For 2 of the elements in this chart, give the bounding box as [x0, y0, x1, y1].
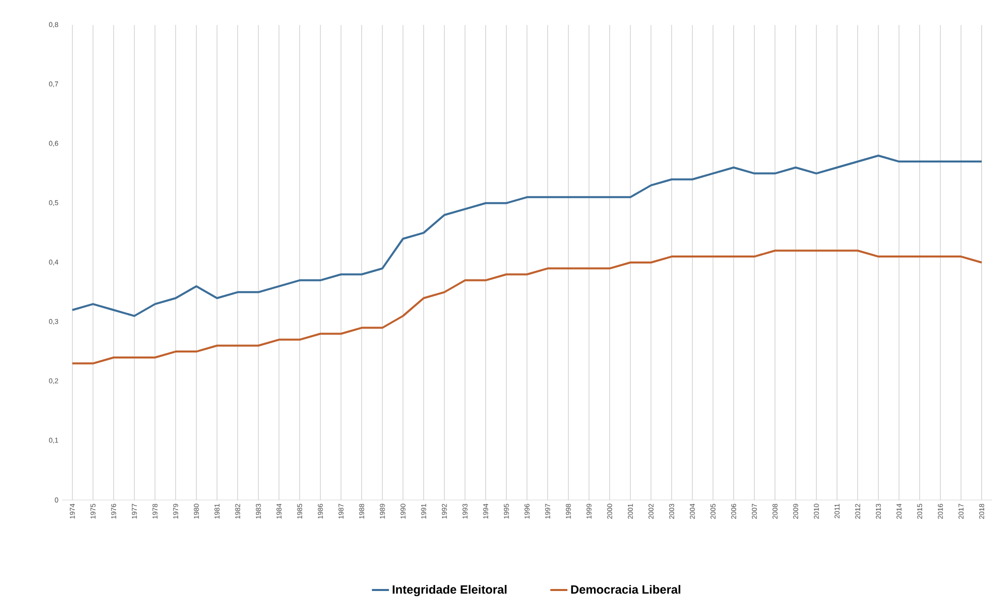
legend-label: Integridade Eleitoral: [392, 584, 506, 596]
legend-label: Democracia Liberal: [571, 584, 680, 594]
